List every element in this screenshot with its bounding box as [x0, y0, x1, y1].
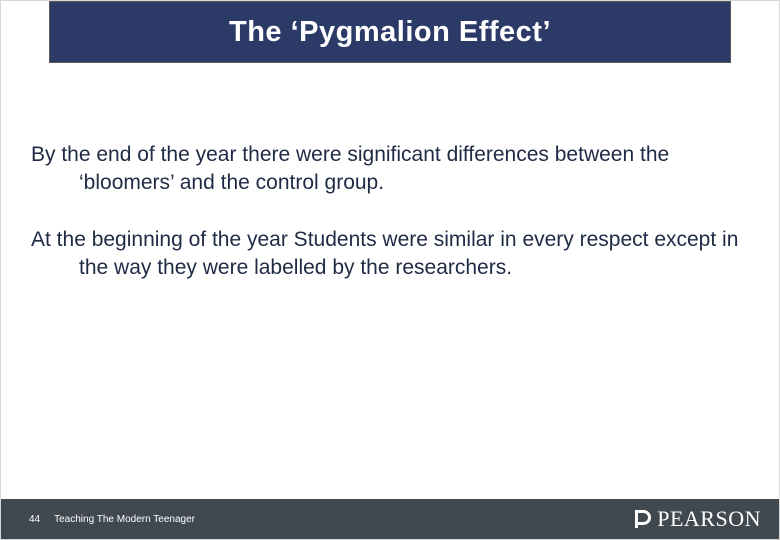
- paragraph-text: By the end of the year there were signif…: [31, 141, 739, 198]
- body-paragraph: By the end of the year there were signif…: [31, 141, 739, 198]
- title-bar: The ‘Pygmalion Effect’: [49, 1, 731, 63]
- slide-footer: 44 Teaching The Modern Teenager PEARSON: [1, 499, 779, 539]
- page-number: 44: [29, 514, 40, 525]
- slide: The ‘Pygmalion Effect’ By the end of the…: [0, 0, 780, 540]
- pearson-p-icon: [633, 510, 651, 528]
- slide-title: The ‘Pygmalion Effect’: [229, 16, 551, 49]
- body-paragraph: At the beginning of the year Students we…: [31, 226, 739, 283]
- brand-logo: PEARSON: [633, 506, 761, 532]
- deck-title: Teaching The Modern Teenager: [54, 514, 195, 525]
- footer-left: 44 Teaching The Modern Teenager: [29, 514, 195, 525]
- slide-body: By the end of the year there were signif…: [31, 141, 739, 310]
- paragraph-text: At the beginning of the year Students we…: [31, 226, 739, 283]
- brand-name: PEARSON: [657, 506, 761, 532]
